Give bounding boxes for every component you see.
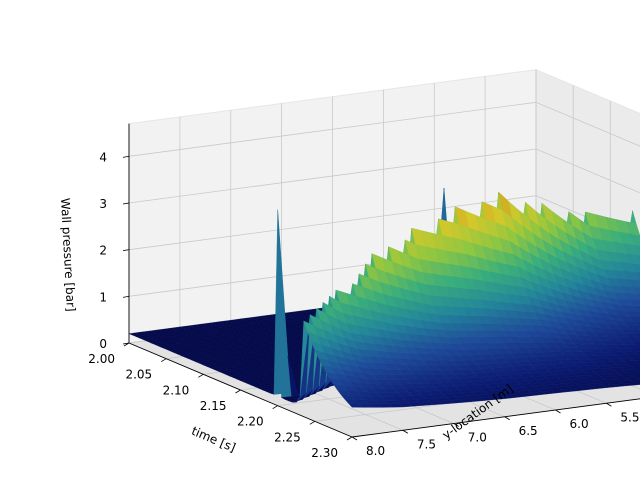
x-tick-mark (272, 405, 278, 410)
z-tick-label: 4 (99, 150, 107, 164)
z-tick-label: 0 (99, 337, 107, 351)
y-tick-label: 6.0 (570, 417, 589, 431)
x-tick-label: 2.15 (200, 399, 227, 413)
x-tick-label: 2.25 (274, 430, 301, 444)
y-tick-mark (555, 409, 561, 414)
x-tick-label: 2.30 (311, 446, 338, 460)
tick-labels: 2.002.052.102.152.202.252.304.04.55.05.5… (88, 150, 639, 460)
y-tick-mark (402, 429, 409, 434)
y-tick-label: 5.5 (620, 410, 639, 424)
x-tick-label: 2.20 (237, 415, 264, 429)
z-tick-mark (122, 249, 130, 252)
surface-facet (637, 255, 640, 263)
z-tick-label: 3 (99, 197, 107, 211)
x-tick-mark (198, 373, 204, 378)
z-tick-label: 1 (99, 290, 107, 304)
x-tick-label: 2.05 (125, 368, 152, 382)
x-tick-mark (235, 389, 241, 394)
x-tick-label: 2.00 (88, 352, 115, 366)
grid-line-z (128, 148, 640, 204)
y-tick-label: 7.5 (417, 437, 436, 451)
surface-facet (632, 381, 640, 386)
y-tick-mark (606, 402, 612, 407)
z-tick-mark (122, 342, 130, 345)
x-axis-label: time [s] (189, 424, 237, 455)
pressure-surface (128, 187, 640, 408)
y-tick-mark (504, 416, 510, 421)
grid-line-z (128, 195, 640, 251)
z-tick-label: 2 (99, 244, 107, 258)
z-axis-label: Wall pressure [bar] (58, 198, 78, 312)
x-tick-mark (160, 358, 167, 363)
surface-facet (636, 354, 640, 358)
x-tick-mark (346, 436, 353, 441)
x-tick-label: 2.10 (163, 383, 190, 397)
surface-facet (637, 363, 640, 366)
y-tick-label: 7.0 (468, 431, 487, 445)
x-tick-mark (309, 420, 316, 425)
y-tick-mark (351, 436, 358, 441)
y-tick-label: 8.0 (366, 444, 385, 458)
surface-facet (637, 325, 640, 330)
y-tick-mark (453, 423, 459, 427)
grid-line-z (128, 101, 640, 157)
z-tick-mark (122, 155, 130, 158)
y-tick-label: 6.5 (519, 424, 538, 438)
z-tick-mark (122, 295, 130, 298)
z-tick-mark (122, 202, 130, 205)
